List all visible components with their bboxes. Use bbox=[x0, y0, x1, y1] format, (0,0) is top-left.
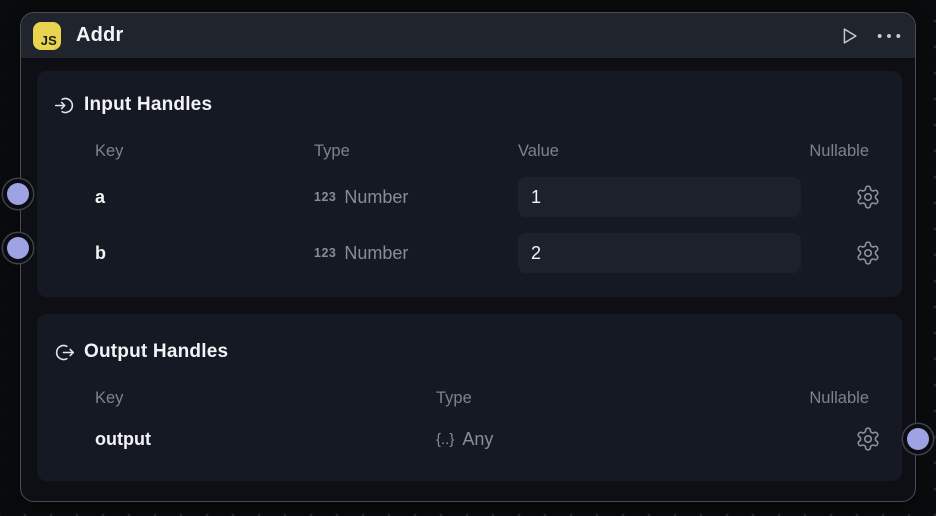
handle-settings-button[interactable] bbox=[855, 240, 881, 266]
input-handle-row-a: a 123 Number bbox=[37, 177, 902, 217]
input-handles-title-row: Input Handles bbox=[54, 89, 902, 121]
any-type-icon: {..} bbox=[436, 430, 455, 448]
output-handles-title: Output Handles bbox=[84, 341, 229, 362]
column-header-key: Key bbox=[95, 388, 124, 407]
column-header-nullable: Nullable bbox=[809, 141, 869, 160]
value-input-a[interactable] bbox=[518, 177, 801, 217]
output-handles-title-row: Output Handles bbox=[54, 336, 902, 368]
ellipsis-icon bbox=[875, 24, 903, 48]
gear-icon bbox=[855, 240, 881, 266]
javascript-badge-icon: JS bbox=[33, 21, 61, 50]
number-type-icon: 123 bbox=[314, 246, 337, 260]
node-header-actions bbox=[833, 20, 905, 52]
run-node-button[interactable] bbox=[833, 20, 865, 52]
handle-key: b bbox=[95, 242, 106, 263]
column-header-type: Type bbox=[436, 388, 472, 407]
output-arrow-icon bbox=[54, 342, 75, 363]
column-header-value: Value bbox=[518, 141, 559, 160]
input-arrow-icon bbox=[54, 95, 75, 116]
column-header-type: Type bbox=[314, 141, 350, 160]
handle-type: {..} Any bbox=[436, 429, 799, 450]
node-body: Input Handles Key Type Value Nullable a … bbox=[21, 59, 915, 481]
output-handle-row: output {..} Any bbox=[37, 422, 902, 456]
gear-icon bbox=[855, 184, 881, 210]
input-column-headers: Key Type Value Nullable bbox=[37, 141, 902, 161]
column-header-key: Key bbox=[95, 141, 124, 160]
input-port-b[interactable] bbox=[7, 237, 29, 259]
handle-type: 123 Number bbox=[314, 243, 518, 264]
node-menu-button[interactable] bbox=[873, 20, 905, 52]
column-header-nullable: Nullable bbox=[809, 388, 869, 407]
input-handles-section: Input Handles Key Type Value Nullable a … bbox=[37, 71, 902, 297]
gear-icon bbox=[855, 426, 881, 452]
node-title: Addr bbox=[76, 24, 124, 46]
value-input-b[interactable] bbox=[518, 233, 801, 273]
input-port-a[interactable] bbox=[7, 183, 29, 205]
output-port[interactable] bbox=[907, 428, 929, 450]
handle-key: output bbox=[95, 428, 151, 449]
output-handles-section: Output Handles Key Type Nullable output … bbox=[37, 314, 902, 481]
handle-settings-button[interactable] bbox=[855, 184, 881, 210]
handle-type-label: Number bbox=[344, 186, 409, 207]
input-handles-title: Input Handles bbox=[84, 94, 213, 115]
handle-key: a bbox=[95, 186, 106, 207]
node-addr[interactable]: JS Addr bbox=[20, 12, 916, 502]
node-header[interactable]: JS Addr bbox=[21, 13, 915, 59]
output-column-headers: Key Type Nullable bbox=[37, 388, 902, 408]
handle-type-label: Number bbox=[344, 242, 409, 263]
input-handle-row-b: b 123 Number bbox=[37, 233, 902, 273]
handle-type: 123 Number bbox=[314, 187, 518, 208]
handle-type-label: Any bbox=[462, 428, 494, 449]
handle-settings-button[interactable] bbox=[855, 426, 881, 452]
number-type-icon: 123 bbox=[314, 190, 337, 204]
play-icon bbox=[838, 25, 860, 47]
